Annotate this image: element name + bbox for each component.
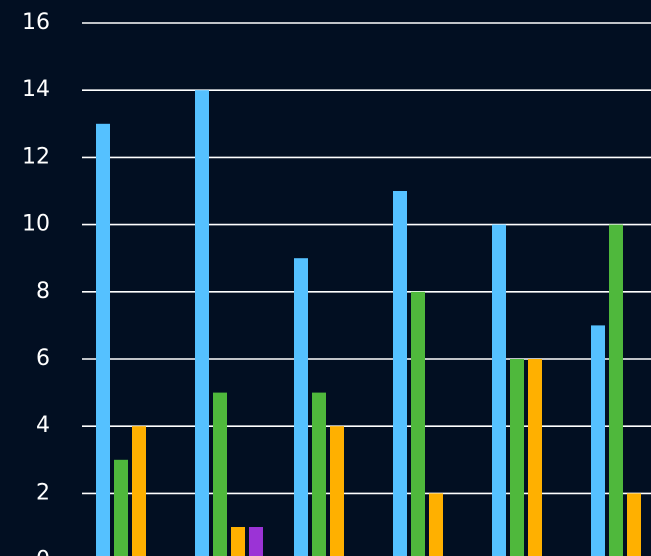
y-tick-label-10: 10 [22,212,50,237]
y-axis-tick-labels: 0 2 4 6 8 10 12 14 16 [22,10,50,556]
bar-group-5-series-2 [510,359,524,556]
y-tick-label-14: 14 [22,77,50,102]
bar-group-2-series-2 [213,392,227,556]
y-tick-label-16: 16 [22,10,50,35]
bar-group-4-series-3 [429,493,443,556]
bars [96,90,641,556]
bar-group-6-series-1 [591,325,605,556]
bar-group-3-series-3 [330,426,344,556]
bar-group-5-series-1 [492,224,506,556]
bar-group-5-series-3 [528,359,542,556]
bar-group-1-series-3 [132,426,146,556]
y-tick-label-2: 2 [36,480,50,505]
bar-group-3-series-1 [294,258,308,556]
y-tick-label-4: 4 [36,413,50,438]
bar-group-2-series-4 [249,527,263,556]
y-tick-label-0: 0 [36,548,50,556]
bar-group-4-series-1 [393,191,407,556]
bar-group-3-series-2 [312,392,326,556]
y-tick-label-8: 8 [36,279,50,304]
bar-group-1-series-2 [114,459,128,556]
gridlines [82,22,651,495]
bar-group-6-series-3 [627,493,641,556]
y-tick-label-12: 12 [22,144,50,169]
bar-group-2-series-1 [195,90,209,556]
bar-group-2-series-3 [231,527,245,556]
bar-group-1-series-1 [96,123,110,556]
y-tick-label-6: 6 [36,346,50,371]
bar-group-4-series-2 [411,291,425,556]
bar-group-6-series-2 [609,224,623,556]
